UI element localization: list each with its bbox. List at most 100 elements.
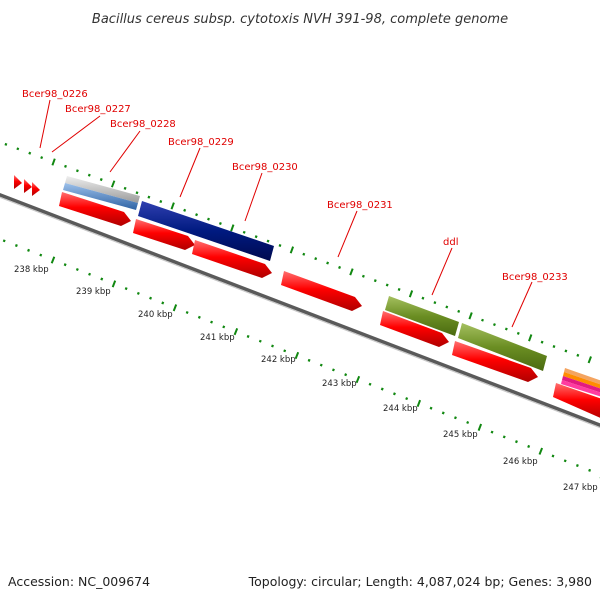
lower-tick-minor	[588, 468, 592, 472]
upper-tick-minor	[457, 309, 461, 313]
gene-label-bcer98-0227: Bcer98_0227	[51, 104, 131, 153]
lower-tick-minor	[344, 373, 348, 377]
lower-tick-minor	[197, 315, 201, 319]
upper-tick-minor	[361, 274, 365, 278]
lower-tick-minor	[136, 291, 140, 295]
lower-tick-minor	[527, 444, 531, 449]
lower-tick-minor	[39, 253, 43, 257]
gene-feature-lightgray	[65, 176, 140, 203]
lower-tick-minor	[514, 440, 518, 444]
upper-tick-major	[51, 158, 56, 166]
upper-tick-minor	[207, 217, 210, 221]
lower-tick-minor	[551, 454, 555, 458]
upper-tick-major	[587, 356, 592, 364]
upper-tick-minor	[433, 301, 437, 305]
svg-text:Bcer98_0228: Bcer98_0228	[110, 119, 176, 130]
lower-tick-minor	[222, 325, 226, 329]
upper-tick-minor	[242, 230, 246, 234]
upper-tick-minor	[123, 186, 127, 190]
kbp-label-242: 242 kbp	[261, 355, 296, 365]
upper-tick-minor	[481, 318, 484, 322]
lower-tick-major	[294, 351, 300, 360]
gene-feature-olive	[385, 296, 547, 371]
upper-tick-minor	[218, 222, 222, 225]
kbp-label-244: 244 kbp	[383, 404, 418, 414]
upper-tick-minor	[159, 200, 163, 204]
lower-tick-minor	[149, 296, 153, 300]
upper-tick-minor	[564, 349, 568, 353]
lower-tick-minor	[271, 344, 274, 348]
lower-tick-major	[538, 447, 544, 455]
kbp-label-238: 238 kbp	[14, 265, 49, 275]
kbp-label-240: 240 kbp	[138, 310, 173, 320]
gene-feature-multicolor	[561, 368, 600, 397]
upper-tick-minor	[147, 195, 151, 199]
upper-tick-minor	[135, 191, 139, 195]
gene-labels: Bcer98_0226 Bcer98_0227 Bcer98_0228 Bcer…	[22, 89, 568, 328]
svg-text:Bcer98_0230: Bcer98_0230	[232, 162, 298, 173]
upper-tick-major	[468, 312, 473, 320]
coordinate-labels: 238 kbp 239 kbp 240 kbp 241 kbp 242 kbp …	[14, 265, 598, 493]
upper-tick-minor	[326, 261, 330, 265]
gene-label-bcer98-0229: Bcer98_0229	[168, 137, 234, 198]
svg-text:Bcer98_0227: Bcer98_0227	[65, 104, 131, 115]
kbp-label-245: 245 kbp	[443, 430, 478, 440]
lower-tick-minor	[210, 320, 214, 324]
kbp-label-246: 246 kbp	[503, 457, 538, 467]
upper-tick-minor	[540, 340, 544, 344]
lower-tick-minor	[185, 310, 189, 315]
upper-tick-minor	[552, 345, 556, 349]
upper-tick-minor	[278, 244, 282, 247]
gene-label-bcer98-0233: Bcer98_0233	[502, 272, 568, 328]
upper-tick-minor	[75, 169, 79, 173]
cds-arrows	[59, 192, 600, 418]
lower-tick-minor	[331, 368, 335, 372]
lower-tick-minor	[453, 416, 457, 420]
lower-tick-major	[233, 328, 239, 336]
upper-tick-minor	[516, 331, 520, 335]
svg-text:Bcer98_0231: Bcer98_0231	[327, 200, 393, 211]
upper-tick-minor	[576, 353, 580, 357]
upper-tick-minor	[4, 142, 8, 146]
upper-tick-minor	[504, 327, 508, 331]
gene-features	[14, 175, 600, 418]
page-title: Bacillus cereus subsp. cytotoxis NVH 391…	[92, 12, 508, 27]
gene-feature-steelblue	[63, 183, 138, 210]
lower-tick-minor	[124, 287, 128, 291]
upper-tick-minor	[421, 296, 425, 300]
svg-text:Bcer98_0229: Bcer98_0229	[168, 137, 234, 148]
lower-tick-minor	[63, 263, 67, 267]
lower-tick-minor	[405, 397, 409, 401]
accession-text: Accession: NC_009674	[8, 574, 150, 589]
gene-label-bcer98-0228: Bcer98_0228	[109, 119, 176, 173]
upper-tick-minor	[254, 235, 258, 239]
upper-tick-minor	[445, 305, 449, 309]
lower-tick-minor	[392, 392, 396, 396]
lower-tick-minor	[575, 464, 579, 468]
upper-tick-major	[289, 246, 295, 254]
kbp-label-239: 239 kbp	[76, 287, 111, 297]
upper-tick-major	[110, 180, 116, 188]
lower-tick-major	[111, 280, 117, 288]
lower-tick-minor	[319, 363, 323, 367]
svg-text:Bcer98_0226: Bcer98_0226	[22, 89, 88, 100]
upper-tick-minor	[183, 208, 187, 212]
lower-tick-minor	[563, 459, 567, 463]
upper-tick-minor	[87, 173, 91, 177]
gene-label-bcer98-0226: Bcer98_0226	[22, 89, 88, 149]
lower-tick-major	[416, 399, 422, 408]
upper-tick-major	[349, 268, 354, 276]
lower-tick-minor	[380, 387, 384, 391]
upper-tick-minor	[195, 213, 199, 217]
upper-tick-track	[4, 142, 592, 364]
lower-tick-minor	[502, 435, 506, 439]
topology-text: Topology: circular; Length: 4,087,024 bp…	[248, 574, 592, 589]
lower-tick-minor	[2, 239, 6, 243]
upper-tick-minor	[385, 283, 389, 287]
lower-tick-major	[477, 423, 483, 431]
upper-tick-minor	[40, 156, 44, 160]
kbp-label-243: 243 kbp	[322, 379, 357, 389]
lower-tick-minor	[246, 334, 250, 338]
gene-label-bcer98-0231: Bcer98_0231	[327, 200, 393, 258]
